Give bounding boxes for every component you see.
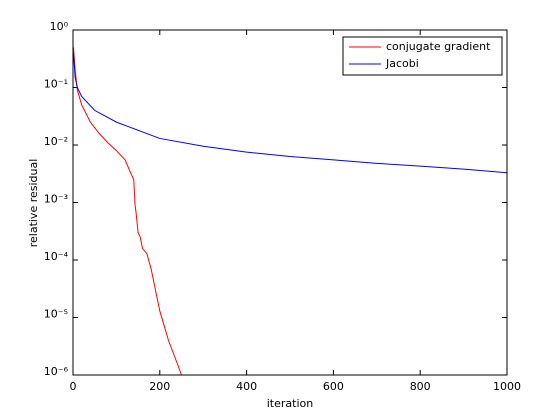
legend-label: conjugate gradient <box>386 40 491 53</box>
axes-box <box>72 29 508 376</box>
x-tick-label: 1000 <box>493 380 521 393</box>
y-tick-label: 10⁻⁴ <box>44 250 69 263</box>
x-axis-label: iteration <box>267 397 313 410</box>
line <box>72 47 182 376</box>
y-tick-label: 10⁰ <box>50 20 69 33</box>
plot-area <box>73 30 507 375</box>
x-tick-label: 200 <box>149 380 170 393</box>
x-tick-label: 800 <box>410 380 431 393</box>
x-tick-label: 400 <box>236 380 257 393</box>
y-axis-label: relative residual <box>27 159 40 248</box>
x-tick-label: 0 <box>70 380 77 393</box>
y-tick-label: 10⁻² <box>44 135 68 148</box>
y-tick-label: 10⁻⁶ <box>44 365 69 378</box>
line <box>72 52 508 174</box>
legend <box>342 36 503 76</box>
y-tick-label: 10⁻¹ <box>44 78 68 91</box>
legend-label: Jacobi <box>385 57 419 70</box>
y-tick-label: 10⁻³ <box>44 193 68 206</box>
y-tick-label: 10⁻⁵ <box>44 308 68 321</box>
x-tick-label: 600 <box>323 380 344 393</box>
